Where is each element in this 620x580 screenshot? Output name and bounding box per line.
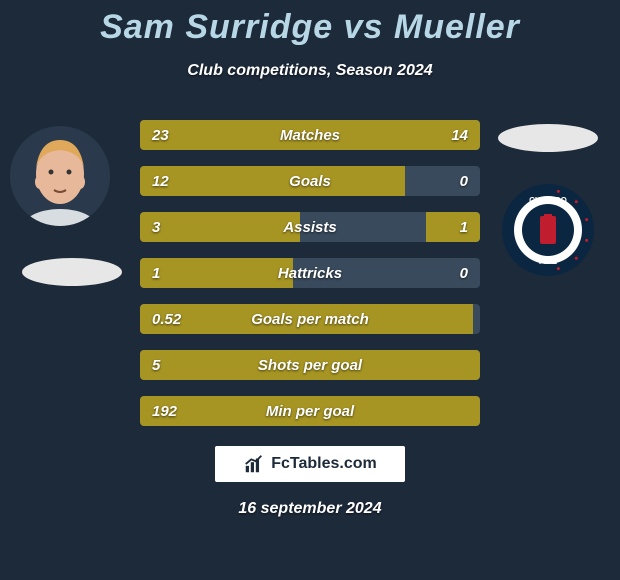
subtitle: Club competitions, Season 2024 <box>0 62 620 80</box>
player-right-club-logo: CHICAGO FIRE <box>498 180 598 280</box>
stat-value-left: 12 <box>152 166 169 196</box>
stat-label: Assists <box>140 212 480 242</box>
stat-label: Matches <box>140 120 480 150</box>
stat-row: Min per goal192 <box>140 396 480 426</box>
player-right-club-oval <box>498 124 598 152</box>
player-left-avatar <box>10 126 110 226</box>
stat-value-left: 23 <box>152 120 169 150</box>
stat-label: Shots per goal <box>140 350 480 380</box>
stat-label: Hattricks <box>140 258 480 288</box>
svg-text:CHICAGO: CHICAGO <box>529 196 567 205</box>
brand-text: FcTables.com <box>271 455 377 473</box>
chart-icon <box>243 453 265 475</box>
brand-badge: FcTables.com <box>215 446 405 482</box>
stat-row: Matches23 14 <box>140 120 480 150</box>
stat-value-right: 0 <box>460 166 468 196</box>
stat-label: Goals <box>140 166 480 196</box>
stat-value-left: 0.52 <box>152 304 181 334</box>
stat-row: Goals per match0.52 <box>140 304 480 334</box>
date-text: 16 september 2024 <box>0 500 620 518</box>
stat-row: Shots per goal5 <box>140 350 480 380</box>
stat-value-left: 5 <box>152 350 160 380</box>
stat-value-left: 1 <box>152 258 160 288</box>
stats-container: Matches2314Goals120Assists31Hattricks10G… <box>140 120 480 442</box>
page-title: Sam Surridge vs Mueller <box>0 8 620 47</box>
stat-value-right: 1 <box>460 212 468 242</box>
stat-row: Hattricks1 0 <box>140 258 480 288</box>
stat-value-left: 3 <box>152 212 160 242</box>
stat-row: Assists3 1 <box>140 212 480 242</box>
stat-label: Goals per match <box>140 304 480 334</box>
stat-value-left: 192 <box>152 396 177 426</box>
stat-label: Min per goal <box>140 396 480 426</box>
stat-value-right: 0 <box>460 258 468 288</box>
stat-row: Goals12 0 <box>140 166 480 196</box>
svg-text:FIRE: FIRE <box>539 257 558 266</box>
stat-value-right: 14 <box>451 120 468 150</box>
player-left-club-oval <box>22 258 122 286</box>
